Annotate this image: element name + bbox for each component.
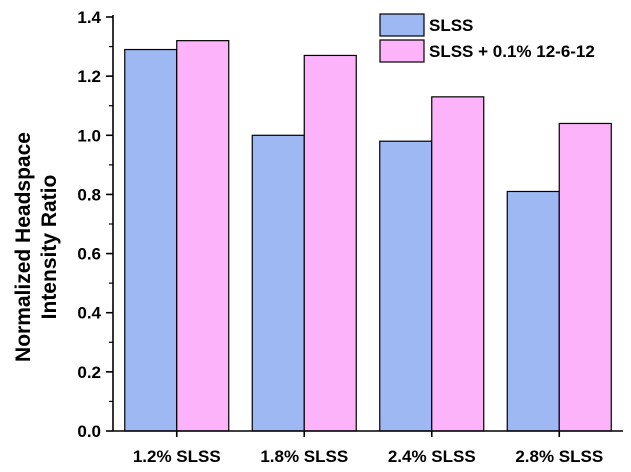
legend-swatch-1 — [379, 13, 425, 37]
x-tick-label: 1.2% SLSS — [133, 447, 221, 466]
y-tick-label: 0.2 — [77, 363, 101, 382]
y-ticks-group: 0.0 0.2 0.4 0.6 0.8 1.0 1.2 1.4 — [77, 8, 113, 441]
y-tick-label: 1.2 — [77, 67, 101, 86]
y-tick-label: 0.0 — [77, 422, 101, 441]
bar-slss-2 — [251, 134, 305, 432]
y-axis-title-line-2: Intensity Ratio — [38, 175, 61, 320]
bar-slss-plus-12-6-12-1 — [176, 40, 230, 432]
bars-group — [124, 40, 612, 432]
y-tick-label: 1.0 — [77, 126, 101, 145]
bar-slss-3 — [379, 140, 433, 432]
y-tick-label: 0.8 — [77, 185, 101, 204]
y-tick-label: 0.4 — [77, 304, 101, 323]
legend-label-1: SLSS — [429, 16, 473, 35]
axes-group — [112, 15, 623, 432]
x-tick-label: 2.8% SLSS — [515, 447, 603, 466]
bar-slss-4 — [506, 190, 560, 432]
legend-swatch-2 — [379, 39, 425, 63]
y-tick-label: 0.6 — [77, 245, 101, 264]
bar-slss-plus-12-6-12-2 — [303, 54, 357, 432]
bar-slss-1 — [124, 48, 178, 432]
x-tick-label: 2.4% SLSS — [388, 447, 476, 466]
legend: SLSS SLSS + 0.1% 12-6-12 — [379, 13, 595, 63]
y-tick-label: 1.4 — [77, 8, 101, 27]
x-ticks-group: 1.2% SLSS 1.8% SLSS 2.4% SLSS 2.8% SLSS — [133, 431, 603, 466]
x-tick-label: 1.8% SLSS — [260, 447, 348, 466]
y-axis-title-line-1: Normalized Headspace — [12, 132, 35, 362]
bar-slss-plus-12-6-12-4 — [558, 122, 612, 432]
bar-slss-plus-12-6-12-3 — [431, 96, 485, 432]
legend-label-2: SLSS + 0.1% 12-6-12 — [429, 42, 595, 61]
